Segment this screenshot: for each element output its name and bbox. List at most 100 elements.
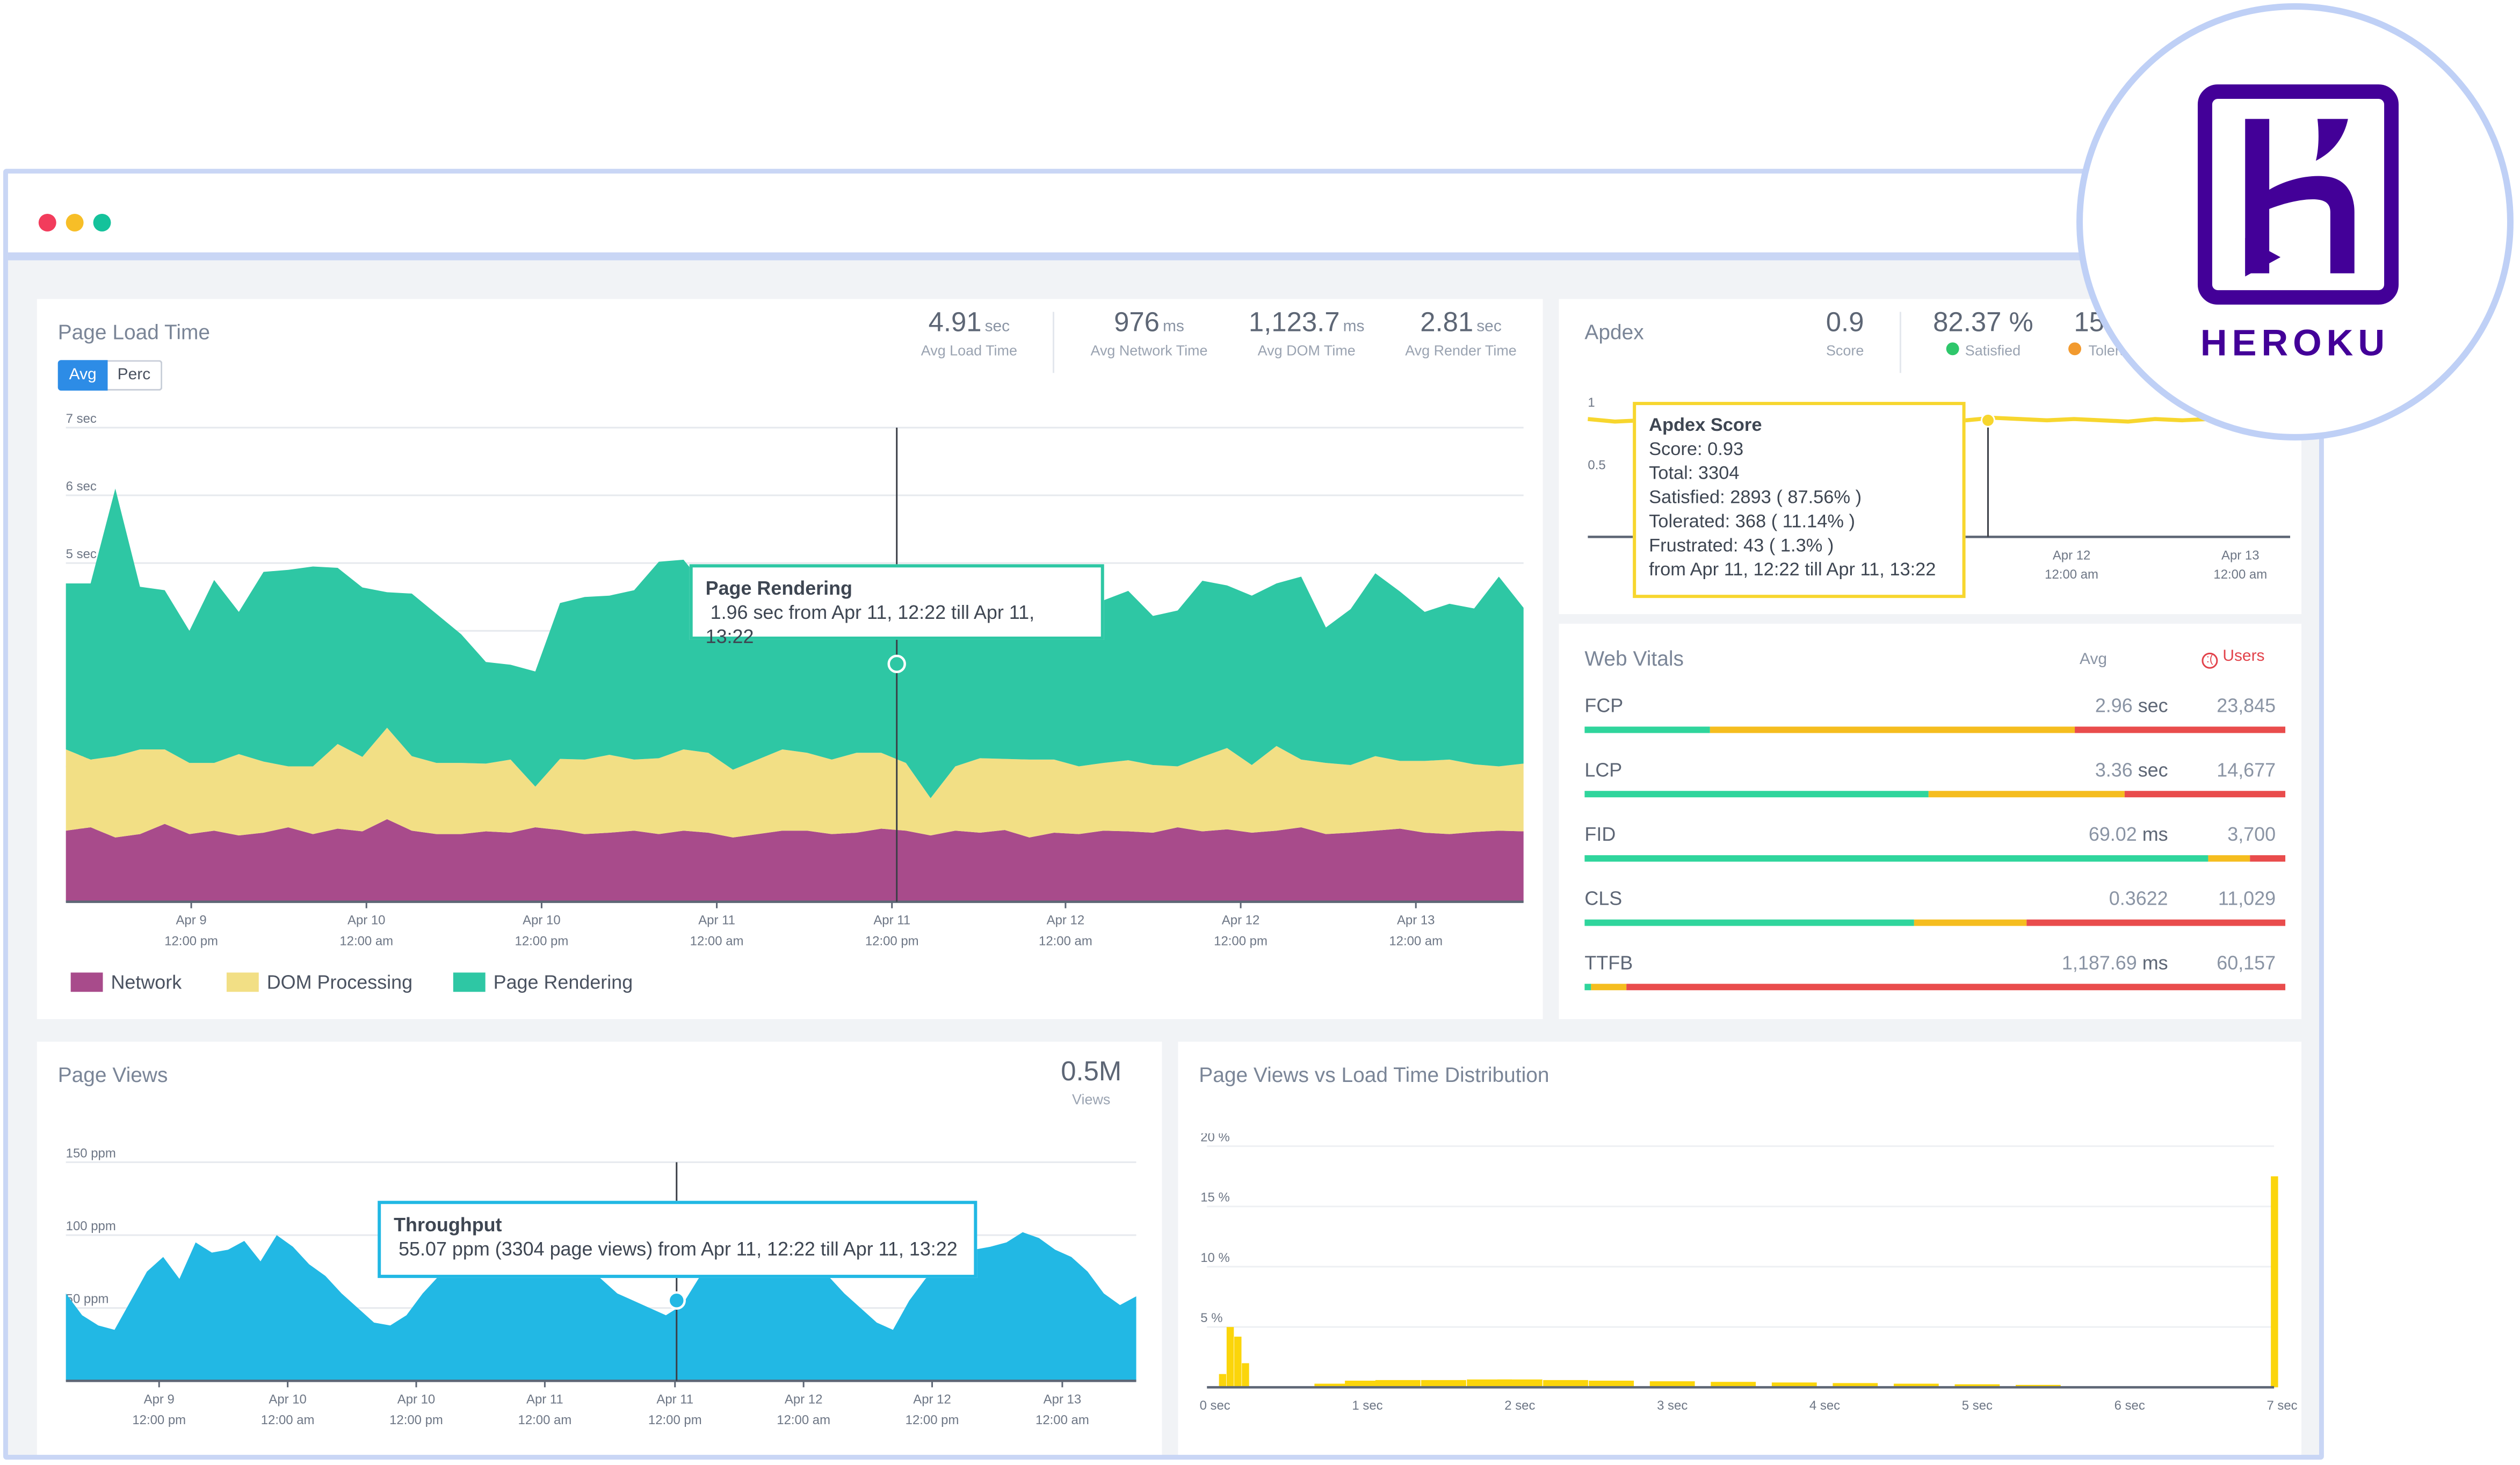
users-column-header: :(Users bbox=[2202, 647, 2265, 669]
x-tick-label: Apr 12 bbox=[2053, 548, 2090, 562]
x-tick-label: 12:00 am bbox=[1039, 934, 1092, 948]
x-tick-label: 2 sec bbox=[1504, 1398, 1535, 1413]
stat-avg-dom-time: 1,123.7 ms Avg DOM Time bbox=[1233, 307, 1380, 359]
x-tick-label: 4 sec bbox=[1809, 1398, 1840, 1413]
x-tick-label: 0 sec bbox=[1200, 1398, 1230, 1413]
good-segment bbox=[1584, 984, 1592, 991]
apdex-stat-satisfied: 82.37 % Satisfied bbox=[1916, 307, 2051, 359]
toggle-avg-button[interactable]: Avg bbox=[57, 360, 108, 391]
tooltip-line: from Apr 11, 12:22 till Apr 11, 13:22 bbox=[1649, 561, 1936, 581]
window-maximize-dot[interactable] bbox=[93, 213, 111, 232]
histogram-bar bbox=[1893, 1383, 1939, 1388]
x-tick-label: Apr 12 bbox=[1222, 913, 1259, 928]
poor-segment bbox=[2250, 855, 2286, 862]
satisfied-dot-icon bbox=[1945, 342, 1959, 356]
legend-label: DOM Processing bbox=[266, 971, 413, 994]
histogram-bar bbox=[1833, 1383, 1878, 1388]
users-label: Users bbox=[2222, 647, 2265, 666]
web-vital-users: 11,029 bbox=[2218, 887, 2276, 910]
tooltip-title: Apdex Score bbox=[1649, 416, 1762, 436]
stat-label: Score bbox=[1826, 342, 1864, 359]
stat-value: 0.5M bbox=[1061, 1056, 1122, 1087]
legend-swatch bbox=[70, 972, 103, 992]
legend-dom-processing[interactable]: DOM Processing bbox=[226, 971, 413, 994]
stat-value: 82.37 % bbox=[1933, 307, 2033, 338]
web-vital-row-lcp[interactable]: LCP 3.36 sec 14,677 bbox=[1584, 752, 2285, 817]
x-tick-label: Apr 13 bbox=[1397, 913, 1435, 928]
x-tick-label: 3 sec bbox=[1657, 1398, 1688, 1413]
x-tick-label: 12:00 am bbox=[518, 1413, 572, 1427]
web-vital-name: TTFB bbox=[1584, 951, 1633, 975]
y-tick-label: 150 ppm bbox=[66, 1146, 116, 1160]
window-minimize-dot[interactable] bbox=[66, 213, 84, 232]
stat-label: Avg Network Time bbox=[1090, 342, 1208, 359]
x-tick-label: 12:00 pm bbox=[389, 1413, 443, 1427]
stat-avg-load-time: 4.91 sec Avg Load Time bbox=[902, 307, 1037, 359]
histogram-bar bbox=[1234, 1337, 1242, 1388]
poor-segment bbox=[2124, 791, 2285, 798]
x-tick-label: Apr 10 bbox=[523, 913, 560, 928]
histogram-bar bbox=[1497, 1379, 1543, 1388]
avg-unit: sec bbox=[2132, 759, 2168, 782]
distribution-panel: Page Views vs Load Time Distribution 5 %… bbox=[1178, 1042, 2301, 1455]
web-vital-row-fid[interactable]: FID 69.02 ms 3,700 bbox=[1584, 817, 2286, 881]
page-views-total: 0.5M Views bbox=[1043, 1056, 1140, 1108]
web-vital-row-ttfb[interactable]: TTFB 1,187.69 ms 60,157 bbox=[1584, 945, 2286, 1009]
x-tick-label: 12:00 am bbox=[777, 1413, 830, 1427]
x-tick-label: 12:00 am bbox=[339, 934, 393, 948]
page-views-title: Page Views bbox=[57, 1062, 168, 1087]
x-tick-label: 12:00 am bbox=[690, 934, 744, 948]
legend-network[interactable]: Network bbox=[70, 971, 182, 993]
distribution-title: Page Views vs Load Time Distribution bbox=[1199, 1062, 1549, 1087]
distribution-chart[interactable]: 5 % 10 % 15 % 20 % 0 sec 1 sec 2 sec 3 sec 4 sec… bbox=[1178, 1134, 2301, 1455]
y-tick-label: 6 sec bbox=[66, 479, 97, 494]
dashboard-content: Page Load Time Avg Perc 4.91 sec Avg Load … bbox=[8, 260, 2319, 1455]
histogram-bar bbox=[1314, 1383, 1360, 1388]
web-vital-avg: 1,187.69 ms bbox=[2062, 951, 2168, 974]
needs-improvement-segment bbox=[1914, 919, 2026, 926]
x-tick-label: Apr 10 bbox=[347, 913, 385, 928]
x-tick-label: Apr 11 bbox=[698, 913, 735, 928]
x-tick-label: Apr 10 bbox=[397, 1392, 435, 1406]
web-vital-users: 60,157 bbox=[2217, 951, 2276, 975]
web-vital-row-fcp[interactable]: FCP 2.96 sec 23,845 bbox=[1584, 688, 2286, 753]
web-vital-users: 23,845 bbox=[2217, 694, 2276, 717]
throughput-tooltip: Throughput 55.07 ppm (3304 page views) f… bbox=[378, 1201, 977, 1278]
window-close-dot[interactable] bbox=[38, 213, 56, 232]
stat-avg-network-time: 976 ms Avg Network Time bbox=[1066, 307, 1233, 359]
needs-improvement-segment bbox=[1591, 984, 1627, 991]
hover-point bbox=[1981, 413, 1995, 428]
histogram-bar bbox=[1421, 1380, 1466, 1388]
page-views-panel: Page Views 0.5M Views 50 ppm 100 ppm 150 p… bbox=[37, 1042, 1162, 1455]
x-tick-label: Apr 12 bbox=[913, 1392, 951, 1406]
x-tick-label: Apr 11 bbox=[873, 913, 910, 928]
window-titlebar bbox=[8, 174, 2319, 261]
x-tick-label: 12:00 am bbox=[2045, 567, 2098, 582]
x-tick-label: Apr 11 bbox=[526, 1392, 563, 1406]
web-vital-name: LCP bbox=[1584, 759, 1623, 782]
y-tick-label: 20 % bbox=[1200, 1134, 1230, 1145]
web-vital-avg: 0.3622 bbox=[2109, 887, 2168, 910]
x-tick-label: 12:00 pm bbox=[164, 934, 218, 948]
web-vital-name: FID bbox=[1584, 823, 1616, 846]
page-load-title: Page Load Time bbox=[57, 320, 211, 344]
x-tick-label: 12:00 pm bbox=[132, 1413, 186, 1427]
web-vital-bar bbox=[1584, 726, 2286, 733]
x-tick-label: Apr 10 bbox=[269, 1392, 306, 1406]
heroku-logo-icon bbox=[2197, 84, 2399, 305]
legend-page-rendering[interactable]: Page Rendering bbox=[453, 971, 633, 993]
web-vital-row-cls[interactable]: CLS 0.3622 11,029 bbox=[1584, 881, 2285, 946]
toggle-perc-button[interactable]: Perc bbox=[107, 360, 162, 391]
histogram-bar bbox=[1771, 1382, 1817, 1388]
web-vital-bar bbox=[1584, 855, 2286, 862]
stat-value: 0.9 bbox=[1826, 307, 1864, 338]
tolerated-dot-icon bbox=[2069, 342, 2082, 356]
poor-segment bbox=[2075, 726, 2286, 733]
y-tick-label: 5 % bbox=[1200, 1311, 1222, 1325]
apdex-title: Apdex bbox=[1584, 320, 1644, 344]
x-tick-label: 7 sec bbox=[2266, 1398, 2297, 1413]
hover-point bbox=[667, 1291, 686, 1310]
histogram-bar bbox=[1226, 1327, 1234, 1388]
